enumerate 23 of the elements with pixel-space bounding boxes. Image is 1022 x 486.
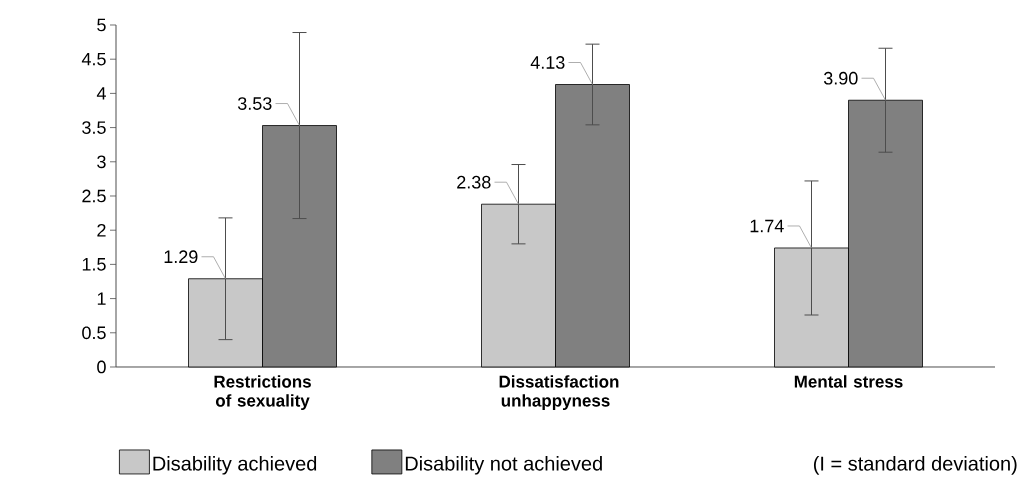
- legend-label: Disability achieved: [153, 455, 317, 475]
- x-tick-label: Mental stress: [794, 375, 903, 388]
- y-tick-label: 0.5: [82, 326, 106, 340]
- y-tick-label: 5: [97, 18, 106, 32]
- y-tick-label: 1: [97, 292, 106, 305]
- text: (I = standard deviation): [813, 456, 1017, 475]
- y-tick-label: 4: [96, 87, 106, 100]
- data-label: 2.38: [457, 175, 491, 189]
- x-tick-label: Restrictions of sexuality: [214, 375, 311, 411]
- data-label: 1.29: [164, 250, 198, 264]
- y-tick-label: 2.5: [82, 189, 106, 203]
- data-label: 3.53: [237, 97, 272, 110]
- y-tick-label: 1.5: [82, 258, 106, 271]
- x-tick-label: Dissatisfaction unhappyness: [499, 375, 619, 411]
- legend-label: Disability not achieved: [405, 455, 602, 475]
- y-tick-label: 2: [97, 223, 106, 237]
- data-label: 1.74: [750, 219, 784, 233]
- data-label: 4.13: [530, 56, 565, 69]
- y-tick-label: 0: [97, 360, 106, 374]
- data-label: 3.90: [823, 71, 858, 85]
- y-tick-label: 3: [97, 155, 106, 169]
- y-tick-label: 3.5: [82, 121, 106, 134]
- y-tick-label: 4.5: [81, 52, 106, 66]
